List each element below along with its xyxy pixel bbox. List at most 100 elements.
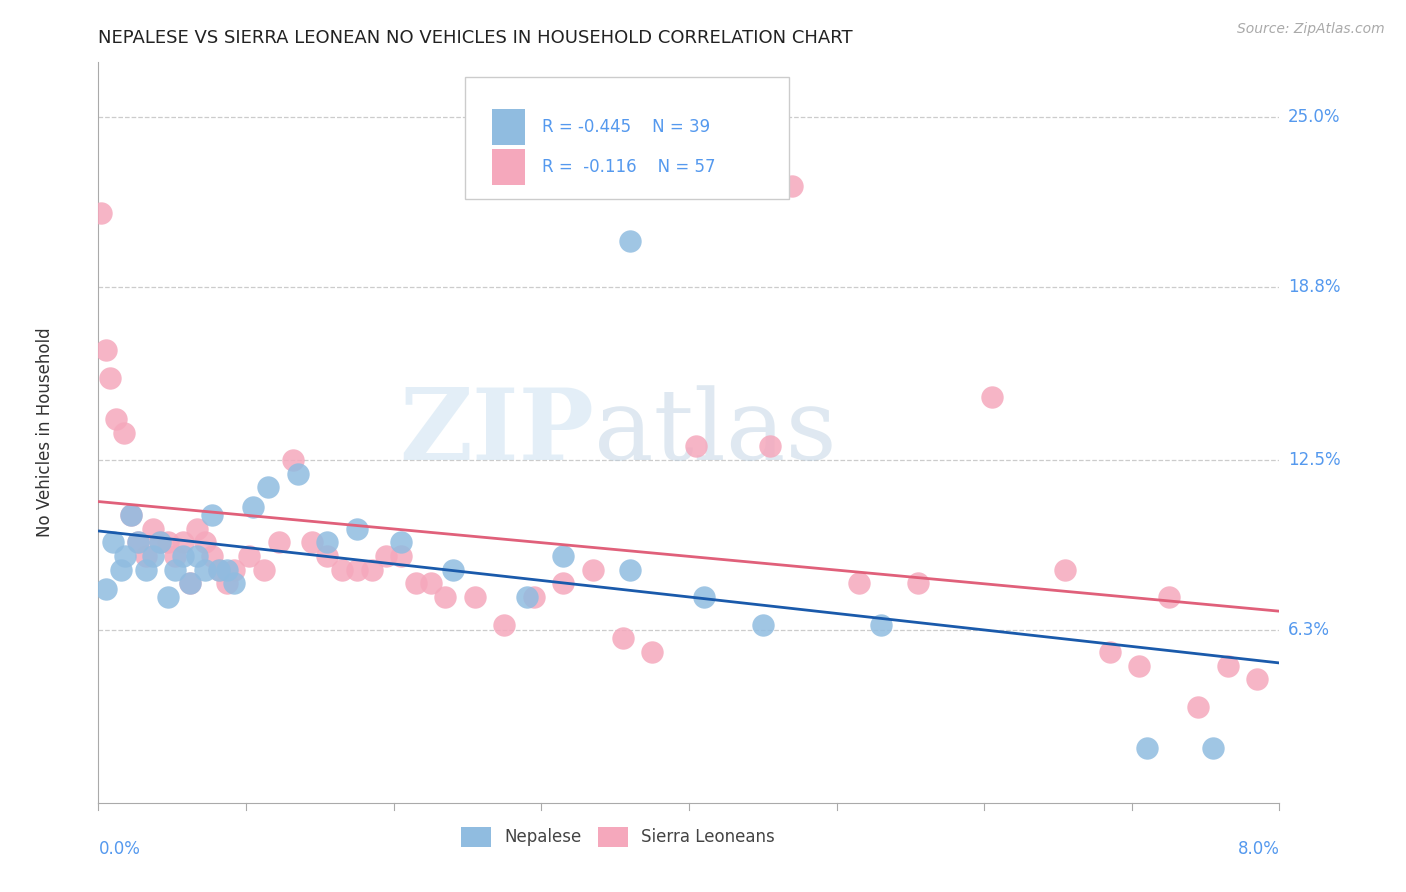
Point bbox=[215, 563, 238, 577]
Text: ZIP: ZIP bbox=[399, 384, 595, 481]
Point bbox=[1128, 658, 1150, 673]
Text: 25.0%: 25.0% bbox=[1288, 108, 1340, 127]
Point bbox=[619, 234, 641, 248]
Point bbox=[1136, 741, 1159, 756]
Text: 6.3%: 6.3% bbox=[1288, 621, 1330, 639]
Point bbox=[283, 453, 305, 467]
Text: R =  -0.116    N = 57: R = -0.116 N = 57 bbox=[543, 158, 716, 176]
Point bbox=[848, 576, 870, 591]
Point bbox=[693, 590, 716, 604]
Point bbox=[103, 535, 125, 549]
Point bbox=[464, 590, 486, 604]
Point bbox=[419, 576, 441, 591]
Point bbox=[142, 522, 165, 536]
Point bbox=[389, 535, 412, 549]
Point bbox=[759, 439, 782, 453]
Point bbox=[165, 563, 187, 577]
Text: 12.5%: 12.5% bbox=[1288, 451, 1340, 469]
Point bbox=[494, 617, 516, 632]
Point bbox=[208, 563, 231, 577]
Point bbox=[179, 576, 201, 591]
Point bbox=[330, 563, 353, 577]
Point bbox=[94, 582, 117, 596]
Point bbox=[149, 535, 172, 549]
Point bbox=[1098, 645, 1121, 659]
Point bbox=[201, 508, 224, 522]
Point bbox=[1157, 590, 1180, 604]
FancyBboxPatch shape bbox=[464, 78, 789, 200]
Point bbox=[267, 535, 290, 549]
Point bbox=[238, 549, 260, 563]
Point bbox=[782, 178, 804, 193]
Point bbox=[156, 590, 179, 604]
Point bbox=[316, 535, 339, 549]
Point bbox=[120, 508, 142, 522]
Point bbox=[165, 549, 187, 563]
Point bbox=[870, 617, 893, 632]
Text: 18.8%: 18.8% bbox=[1288, 278, 1340, 296]
Point bbox=[114, 549, 136, 563]
Point bbox=[179, 576, 201, 591]
Point bbox=[287, 467, 309, 481]
Point bbox=[1054, 563, 1077, 577]
Point bbox=[112, 425, 135, 440]
Point bbox=[105, 412, 128, 426]
Point bbox=[135, 563, 157, 577]
Point bbox=[301, 535, 323, 549]
Bar bbox=[492, 109, 524, 145]
Point bbox=[110, 563, 132, 577]
Point bbox=[156, 535, 179, 549]
Point bbox=[172, 535, 194, 549]
Point bbox=[186, 549, 208, 563]
Point bbox=[523, 590, 546, 604]
Point bbox=[215, 576, 238, 591]
Point bbox=[90, 206, 112, 220]
Point bbox=[316, 549, 339, 563]
Point bbox=[685, 439, 707, 453]
Point bbox=[194, 535, 217, 549]
Point bbox=[619, 563, 641, 577]
Point bbox=[1246, 673, 1268, 687]
Text: No Vehicles in Household: No Vehicles in Household bbox=[37, 327, 55, 538]
Point bbox=[641, 645, 664, 659]
Point bbox=[752, 617, 775, 632]
Point bbox=[553, 549, 575, 563]
Point bbox=[127, 535, 149, 549]
Point bbox=[434, 590, 457, 604]
Point bbox=[907, 576, 929, 591]
Point bbox=[224, 563, 246, 577]
Point bbox=[142, 549, 165, 563]
Point bbox=[94, 343, 117, 358]
Point bbox=[135, 549, 157, 563]
Point bbox=[242, 500, 264, 514]
Point bbox=[360, 563, 382, 577]
Point bbox=[149, 535, 172, 549]
Point bbox=[405, 576, 427, 591]
Text: 8.0%: 8.0% bbox=[1237, 840, 1279, 858]
Point bbox=[127, 535, 149, 549]
Point bbox=[553, 576, 575, 591]
Point bbox=[1216, 658, 1239, 673]
Point bbox=[605, 178, 627, 193]
Point bbox=[980, 390, 1002, 404]
Point bbox=[612, 632, 634, 646]
Legend: Nepalese, Sierra Leoneans: Nepalese, Sierra Leoneans bbox=[454, 820, 782, 854]
Point bbox=[120, 508, 142, 522]
Text: NEPALESE VS SIERRA LEONEAN NO VEHICLES IN HOUSEHOLD CORRELATION CHART: NEPALESE VS SIERRA LEONEAN NO VEHICLES I… bbox=[98, 29, 853, 47]
Point bbox=[389, 549, 412, 563]
Point bbox=[253, 563, 276, 577]
Point bbox=[346, 522, 368, 536]
Point bbox=[1187, 699, 1209, 714]
Text: Source: ZipAtlas.com: Source: ZipAtlas.com bbox=[1237, 22, 1385, 37]
Point bbox=[224, 576, 246, 591]
Point bbox=[186, 522, 208, 536]
Point bbox=[1202, 741, 1225, 756]
Point bbox=[201, 549, 224, 563]
Text: 0.0%: 0.0% bbox=[98, 840, 141, 858]
Point bbox=[441, 563, 464, 577]
Point bbox=[582, 563, 605, 577]
Point bbox=[257, 480, 280, 494]
Text: atlas: atlas bbox=[595, 384, 837, 481]
Point bbox=[194, 563, 217, 577]
Bar bbox=[492, 149, 524, 185]
